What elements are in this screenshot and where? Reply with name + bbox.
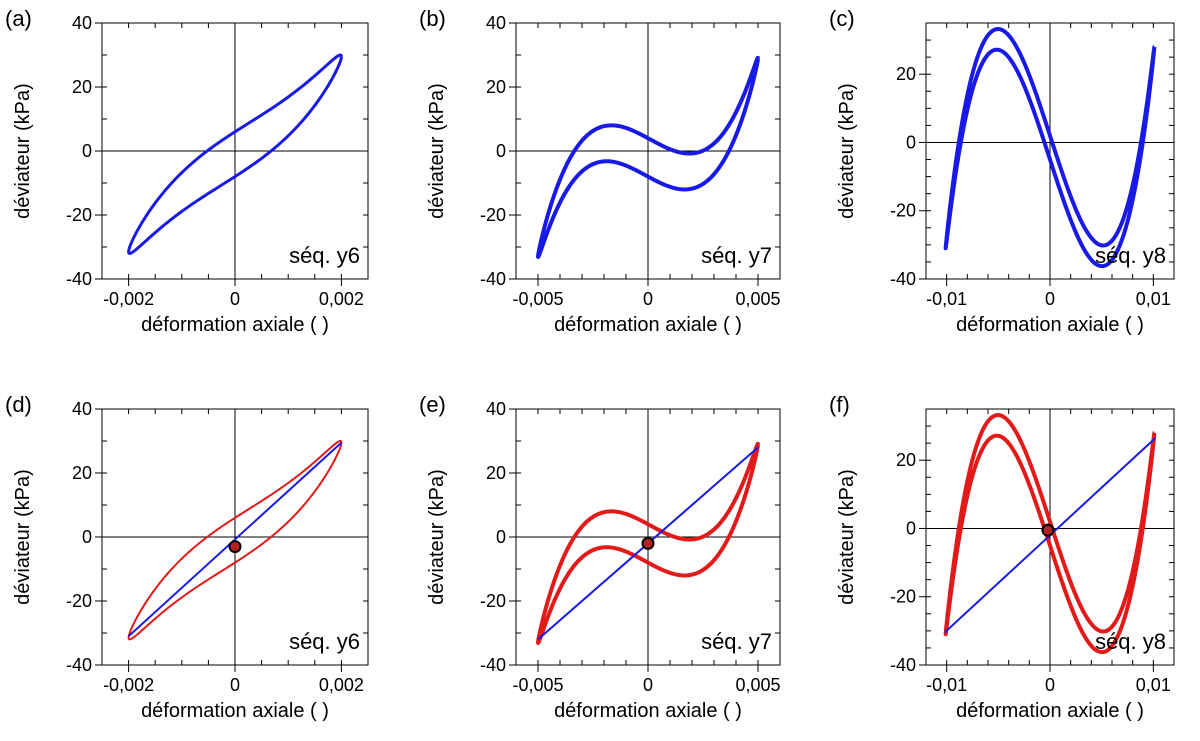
x-tick-label: 0 xyxy=(230,675,240,695)
y-tick-label: -40 xyxy=(890,269,916,289)
y-tick-label: 0 xyxy=(82,527,92,547)
panel-label: (a) xyxy=(5,6,32,31)
hysteresis-loop-series xyxy=(943,413,1157,655)
y-tick-label: 40 xyxy=(72,13,92,33)
x-tick-label: 0,01 xyxy=(1136,289,1171,309)
x-tick-label: 0 xyxy=(1045,675,1055,695)
panel-label: (d) xyxy=(5,392,32,417)
y-axis-label: déviateur (kPa) xyxy=(426,83,448,219)
y-tick-label: 0 xyxy=(906,132,916,152)
chart-panel-4: -0,002 0 0,002 -40 -20 0 20 40 séq. y6 (d) déforma… xyxy=(5,392,369,722)
chart-panel-6: -0,01 0 0,01 -40 -20 0 20 séq. y8 (f) déformation… xyxy=(829,392,1175,722)
y-tick-label: -20 xyxy=(890,587,916,607)
y-axis-label: déviateur (kPa) xyxy=(836,83,858,219)
y-tick-label: -40 xyxy=(480,655,506,675)
x-tick-label: -0,01 xyxy=(926,675,967,695)
y-tick-label: -20 xyxy=(66,205,92,225)
hysteresis-loop-series xyxy=(943,27,1157,269)
x-tick-label: 0 xyxy=(230,289,240,309)
x-axis-label: déformation axiale ( ) xyxy=(956,700,1144,722)
y-tick-label: 20 xyxy=(896,64,916,84)
sequence-label: séq. y8 xyxy=(1095,629,1166,654)
x-tick-label: -0,005 xyxy=(512,289,563,309)
y-tick-label: -40 xyxy=(66,655,92,675)
y-tick-label: 40 xyxy=(486,13,506,33)
y-tick-label: 20 xyxy=(896,450,916,470)
x-tick-label: 0 xyxy=(643,289,653,309)
y-axis-label: déviateur (kPa) xyxy=(12,469,34,605)
x-axis-label: déformation axiale ( ) xyxy=(141,314,329,336)
x-tick-label: 0,002 xyxy=(319,289,364,309)
center-point-marker xyxy=(641,536,655,550)
panel-label: (e) xyxy=(419,392,446,417)
panel-label: (b) xyxy=(419,6,446,31)
y-tick-label: 0 xyxy=(906,518,916,538)
center-point-marker xyxy=(228,540,242,554)
panel-label: (c) xyxy=(829,6,855,31)
y-tick-label: 40 xyxy=(486,399,506,419)
y-tick-label: 20 xyxy=(486,463,506,483)
x-tick-label: 0 xyxy=(643,675,653,695)
x-tick-label: 0 xyxy=(1045,289,1055,309)
hysteresis-loop-series xyxy=(127,53,343,255)
sequence-label: séq. y8 xyxy=(1095,243,1166,268)
y-tick-label: -40 xyxy=(480,269,506,289)
x-axis-label: déformation axiale ( ) xyxy=(554,314,742,336)
y-tick-label: -40 xyxy=(66,269,92,289)
chart-panel-5: -0,005 0 0,005 -40 -20 0 20 40 séq. y7 (e) déforma… xyxy=(419,392,781,722)
x-tick-label: -0,005 xyxy=(512,675,563,695)
hysteresis-loop-series xyxy=(536,55,760,260)
x-axis-label: déformation axiale ( ) xyxy=(554,700,742,722)
y-tick-label: 0 xyxy=(496,141,506,161)
y-tick-label: -40 xyxy=(890,655,916,675)
sequence-label: séq. y7 xyxy=(701,629,772,654)
x-axis-label: déformation axiale ( ) xyxy=(141,700,329,722)
y-tick-label: 20 xyxy=(72,77,92,97)
y-tick-label: -20 xyxy=(890,201,916,221)
y-axis-label: déviateur (kPa) xyxy=(426,469,448,605)
panel-label: (f) xyxy=(829,392,850,417)
center-point-marker xyxy=(1041,523,1055,537)
y-tick-label: 40 xyxy=(72,399,92,419)
x-tick-label: -0,002 xyxy=(103,675,154,695)
x-tick-label: 0,005 xyxy=(735,675,780,695)
x-tick-label: 0,005 xyxy=(735,289,780,309)
y-axis-label: déviateur (kPa) xyxy=(12,83,34,219)
y-tick-label: 0 xyxy=(496,527,506,547)
chart-panel-1: -0,002 0 0,002 -40 -20 0 20 40 séq. y6 (a) déforma… xyxy=(5,6,369,336)
sequence-label: séq. y6 xyxy=(289,243,360,268)
y-tick-label: -20 xyxy=(480,205,506,225)
x-tick-label: 0,002 xyxy=(319,675,364,695)
chart-panel-2: -0,005 0 0,005 -40 -20 0 20 40 séq. y7 (b) déforma… xyxy=(419,6,781,336)
sequence-label: séq. y7 xyxy=(701,243,772,268)
chart-panel-3: -0,01 0 0,01 -40 -20 0 20 séq. y8 (c) déformation… xyxy=(829,6,1175,336)
y-tick-label: 20 xyxy=(72,463,92,483)
y-tick-label: -20 xyxy=(480,591,506,611)
y-tick-label: 0 xyxy=(82,141,92,161)
y-tick-label: 20 xyxy=(486,77,506,97)
y-axis-label: déviateur (kPa) xyxy=(836,469,858,605)
x-tick-label: 0,01 xyxy=(1136,675,1171,695)
hysteresis-loop-series xyxy=(536,441,760,646)
x-tick-label: -0,01 xyxy=(926,289,967,309)
x-axis-label: déformation axiale ( ) xyxy=(956,314,1144,336)
sequence-label: séq. y6 xyxy=(289,629,360,654)
x-tick-label: -0,002 xyxy=(103,289,154,309)
hysteresis-loop-series xyxy=(127,440,343,641)
y-tick-label: -20 xyxy=(66,591,92,611)
secant-line xyxy=(127,441,343,637)
